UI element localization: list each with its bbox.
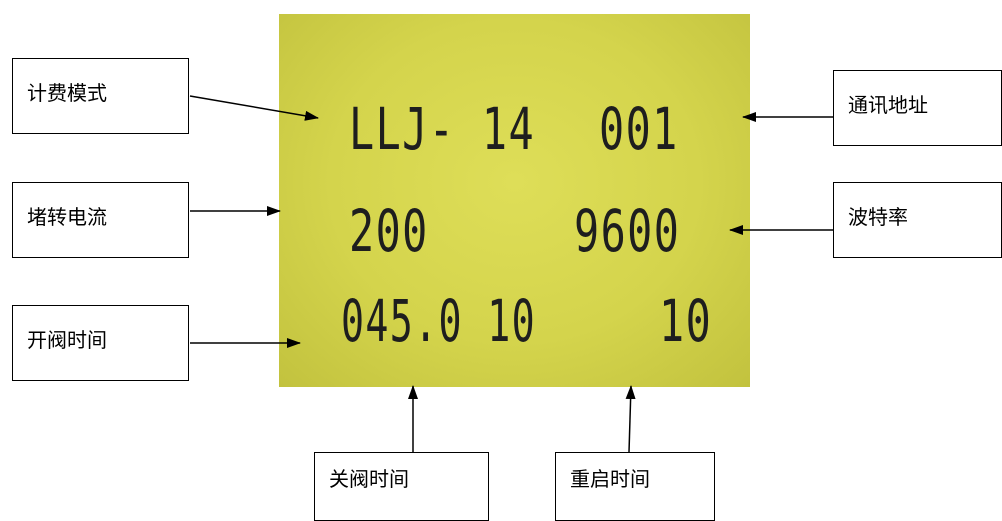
lcd-display: LLJ- 14 001 200 9600 045.0 10 10 (279, 14, 750, 387)
label-open-valve-time: 开阀时间 (12, 305, 189, 381)
label-open-valve-time-text: 开阀时间 (27, 328, 107, 352)
label-comm-address: 通讯地址 (833, 70, 1002, 146)
label-billing-mode-text: 计费模式 (27, 81, 107, 105)
label-baud-rate: 波特率 (833, 182, 1002, 258)
label-billing-mode: 计费模式 (12, 58, 189, 134)
label-restart-time: 重启时间 (555, 452, 715, 521)
lcd-row3-right: 10 (659, 287, 713, 355)
label-stall-current: 堵转电流 (12, 182, 189, 258)
label-stall-current-text: 堵转电流 (27, 205, 107, 229)
lcd-row1-right: 001 (599, 95, 679, 163)
arrow-billing-mode (189, 95, 319, 121)
label-restart-time-text: 重启时间 (570, 467, 650, 491)
label-baud-rate-text: 波特率 (848, 205, 908, 229)
lcd-row3-left: 045.0 10 (341, 287, 536, 355)
lcd-row1-left: LLJ- 14 (349, 95, 536, 163)
arrow-restart-time (625, 385, 636, 453)
label-close-valve-time: 关阀时间 (314, 452, 489, 521)
lcd-row2-right: 9600 (574, 197, 681, 265)
lcd-row2-left: 200 (349, 197, 429, 265)
label-close-valve-time-text: 关阀时间 (329, 467, 409, 491)
label-comm-address-text: 通讯地址 (848, 93, 928, 117)
